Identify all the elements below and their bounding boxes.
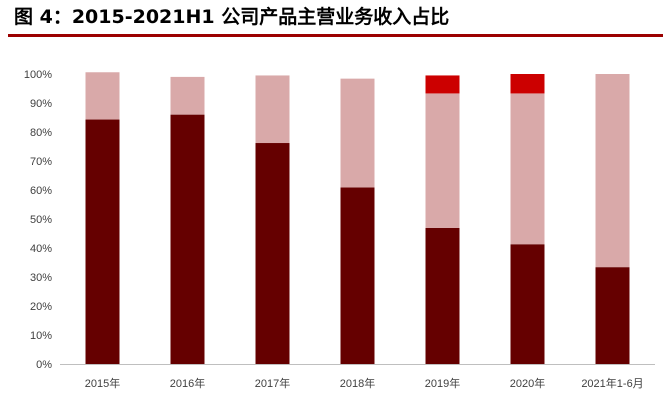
bar-segment (425, 227, 460, 364)
y-tick-label: 50% (30, 214, 52, 226)
x-tick-label: 2015年 (85, 376, 120, 390)
x-tick-label: 2018年 (340, 376, 375, 390)
y-tick-label: 70% (30, 156, 52, 168)
bar-segment (595, 74, 630, 268)
bars (85, 72, 630, 364)
x-tick-label: 2020年 (510, 376, 545, 390)
bar-segment (595, 267, 630, 364)
y-axis-labels: 0% 10% 20% 30% 40% 50% 60% 70% 80% 90% 100% (24, 69, 52, 371)
x-tick-label: 2021年1-6月 (581, 376, 643, 390)
bar-segment (340, 78, 375, 188)
y-tick-label: 90% (30, 98, 52, 110)
bar-segment (170, 114, 205, 364)
figure-title: 图 4：2015-2021H1 公司产品主营业务收入占比 (14, 6, 450, 28)
y-tick-label: 10% (30, 330, 52, 342)
bar-segment (510, 93, 545, 245)
title-rule (8, 34, 663, 37)
bar-segment (85, 119, 120, 364)
y-tick-label: 40% (30, 243, 52, 255)
x-tick-label: 2019年 (425, 376, 460, 390)
bar-segment (510, 74, 545, 94)
y-tick-label: 80% (30, 127, 52, 139)
bar-segment (510, 244, 545, 364)
y-tick-label: 20% (30, 301, 52, 313)
bar-segment (85, 72, 120, 120)
y-tick-label: 60% (30, 185, 52, 197)
x-tick-label: 2017年 (255, 376, 290, 390)
bar-segment (255, 75, 290, 144)
bar-segment (425, 93, 460, 228)
bar-segment (425, 75, 460, 94)
y-tick-label: 0% (36, 359, 52, 371)
y-tick-label: 100% (24, 69, 52, 81)
x-tick-label: 2016年 (170, 376, 205, 390)
bar-segment (170, 76, 205, 115)
y-tick-label: 30% (30, 272, 52, 284)
bar-segment (340, 187, 375, 364)
bar-segment (255, 143, 290, 364)
x-axis-labels: 2015年 2016年 2017年 2018年 2019年 2020年 2021年1-6月 (85, 376, 644, 390)
